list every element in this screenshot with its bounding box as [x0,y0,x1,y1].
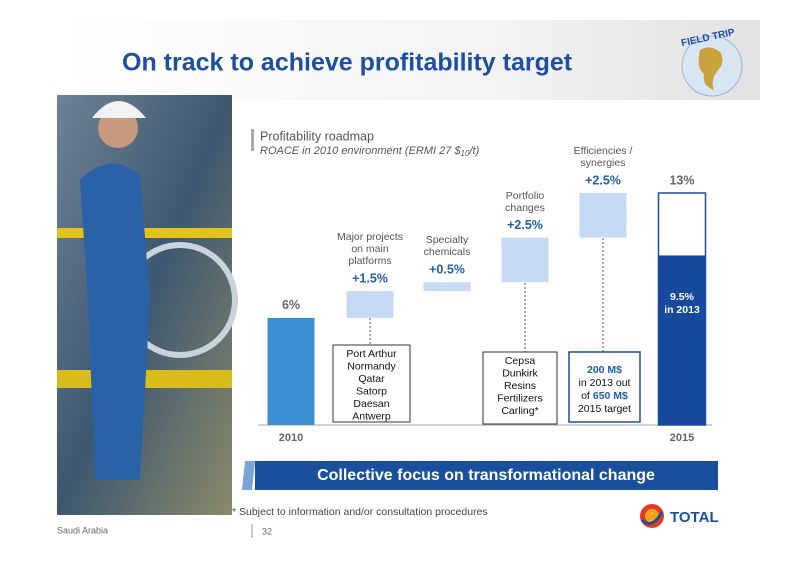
footnote: * Subject to information and/or consulta… [232,506,488,518]
detail-line: of 650 M$ [581,390,628,402]
detail-segment: of [581,390,590,402]
brand-name: TOTAL [670,509,719,526]
category-text: Major projects on main platforms [337,231,403,268]
detail-line: Daesan [353,398,389,410]
detail-segment: 200 M$ [587,364,622,376]
value-label: +2.5% [507,218,543,232]
title-marker [251,129,254,151]
photo-helmet [92,101,146,118]
slide-title: On track to achieve profitability target [122,49,573,77]
detail-line: Normandy [347,360,396,372]
waterfall-chart: 6% 2010 +1.5% Major projects on main platfo… [258,145,712,444]
category-label: Major projects on main platforms [337,231,403,268]
detail-line: 200 M$ [587,364,622,376]
detail-segment: 2015 target [578,403,631,415]
x-tick-label: 2010 [279,432,303,444]
detail-line: Fertilizers [497,392,543,404]
subtitle-part: ROACE in 2010 environment (ERMI 27 $ [260,145,461,157]
category-label: Efficiencies / synergies [573,145,633,169]
category-label: Portfolio changes [505,189,545,214]
bar [579,193,627,238]
detail-line: Resins [504,380,536,392]
header-band [57,20,760,100]
category-text: Specialty chemicals [423,234,471,259]
detail-line: Carling* [501,405,538,417]
detail-line: in 2013 out [579,377,631,389]
value-label: +0.5% [429,263,465,277]
banner-accent [242,461,255,490]
chart-title: Profitability roadmap [260,129,374,143]
detail-box [482,351,558,425]
category-text: Portfolio changes [505,189,545,214]
chart-subtitle: ROACE in 2010 environment (ERMI 27 $10/t… [260,145,480,158]
value-label: 13% [669,173,694,187]
banner-text: Collective focus on transformational cha… [317,467,655,484]
subtitle-part: /t) [468,145,479,157]
bar [346,291,394,318]
footer-location: Saudi Arabia [57,525,108,535]
detail-line: Satorp [356,385,387,397]
bar [501,237,549,283]
category-text: Efficiencies / synergies [573,145,633,169]
inner-note: in 2013 [664,304,700,316]
inner-label: 9.5% [670,291,695,303]
bar [423,282,471,292]
detail-line: Cepsa [505,355,536,367]
value-label: 6% [282,298,300,312]
footer-page: 32 [262,526,272,536]
x-tick-label: 2015 [670,432,694,444]
category-label: Specialty chemicals [423,234,471,259]
banner [255,461,718,490]
inner-bar [658,255,706,425]
globe-continent [698,47,723,90]
detail-line: Qatar [358,373,385,385]
value-label: +1.5% [352,271,388,285]
detail-line: Port Arthur [346,348,397,360]
bar [267,317,315,425]
detail-line: Antwerp [352,410,391,422]
detail-segment: in 2013 out [579,377,631,389]
detail-segment: 650 M$ [593,390,628,402]
detail-box [332,344,411,423]
value-label: +2.5% [585,173,621,187]
detail-box [568,351,641,423]
detail-line: 2015 target [578,403,631,415]
photo-worker [80,163,150,481]
subtitle-subscript: 10 [461,149,470,158]
brand-logo-swoosh [640,511,664,526]
detail-line: Dunkirk [502,367,538,379]
